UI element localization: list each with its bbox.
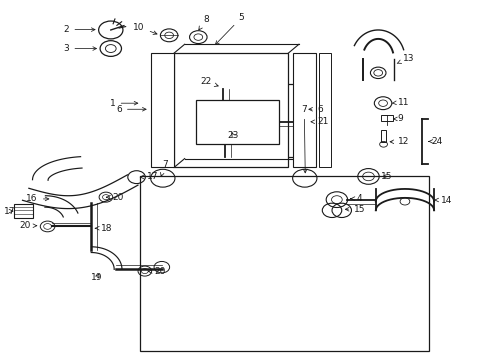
Text: 14: 14 [434, 195, 452, 204]
Text: 4: 4 [350, 194, 361, 203]
Text: 15: 15 [345, 205, 365, 214]
Text: 24: 24 [428, 137, 442, 146]
Text: 23: 23 [227, 131, 238, 140]
Text: 20: 20 [106, 193, 123, 202]
Text: 6: 6 [116, 105, 146, 114]
Bar [292, 53, 316, 167]
Text: 18: 18 [95, 224, 112, 233]
Text: 20: 20 [148, 267, 165, 276]
Text: 7: 7 [301, 105, 306, 173]
Text: 7: 7 [160, 161, 167, 176]
Bar [174, 53, 287, 167]
Text: 15: 15 [380, 172, 391, 181]
Bar [140, 176, 428, 351]
Text: 13: 13 [396, 54, 413, 63]
Text: 10: 10 [133, 23, 157, 35]
Bar [380, 114, 392, 121]
Bar [14, 204, 33, 217]
Text: 6: 6 [308, 105, 323, 114]
Text: 17: 17 [4, 207, 15, 216]
Text: 3: 3 [63, 44, 96, 53]
Bar [318, 53, 330, 167]
Text: 2: 2 [64, 25, 95, 34]
Text: 12: 12 [389, 137, 408, 146]
Bar [151, 53, 174, 167]
Bar [188, 84, 309, 157]
Text: 5: 5 [215, 13, 244, 45]
Text: 19: 19 [91, 273, 102, 282]
Text: 8: 8 [199, 15, 208, 30]
Text: 16: 16 [26, 194, 49, 203]
Text: 22: 22 [200, 77, 218, 86]
Text: 1: 1 [110, 99, 138, 108]
Bar [196, 100, 278, 144]
Text: 17: 17 [140, 172, 159, 181]
Bar [380, 130, 386, 143]
Text: 21: 21 [310, 117, 328, 126]
Text: 11: 11 [391, 98, 408, 107]
Text: 9: 9 [393, 114, 403, 123]
Text: 20: 20 [19, 221, 37, 230]
